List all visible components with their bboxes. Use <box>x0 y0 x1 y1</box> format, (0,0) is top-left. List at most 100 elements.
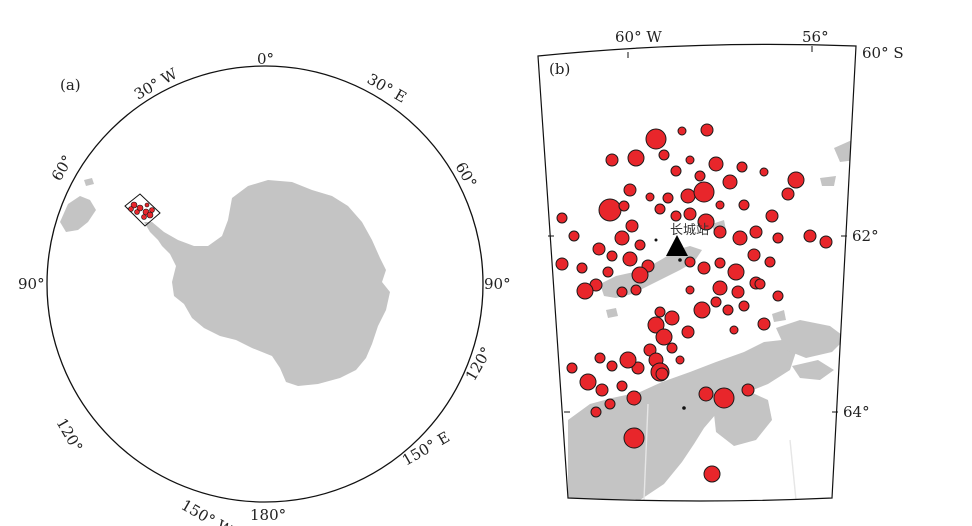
earthquake-marker <box>579 373 597 391</box>
lat-label-64: 64° <box>843 403 870 421</box>
study-area-quakes <box>128 201 155 220</box>
earthquake-marker <box>618 200 630 212</box>
earthquake-marker <box>645 128 667 150</box>
earthquake-marker <box>627 149 645 167</box>
earthquake-marker <box>772 290 784 302</box>
earthquake-marker <box>764 256 776 268</box>
antarctica-landmass <box>144 180 390 386</box>
panel-a-label: (a) <box>60 76 81 94</box>
mini-earthquake-marker <box>130 201 138 209</box>
mini-earthquake-marker <box>128 206 134 212</box>
earthquake-marker <box>595 383 609 397</box>
earthquake-marker <box>731 285 745 299</box>
earthquake-marker <box>713 387 735 409</box>
lat-label-62: 62° <box>852 227 879 245</box>
lon-label-0: 0° <box>257 50 274 68</box>
lon-label-90e: 90° <box>484 275 511 293</box>
earthquake-marker <box>576 282 594 300</box>
earthquake-marker <box>693 301 711 319</box>
earthquake-marker <box>714 257 726 269</box>
earthquake-marker <box>654 306 666 318</box>
top-lon-label-60w: 60° W <box>615 28 662 46</box>
earthquake-marker <box>664 310 680 326</box>
island-small-3 <box>772 310 786 322</box>
earthquake-marker <box>626 390 642 406</box>
earthquake-marker <box>616 380 628 392</box>
earthquake-marker <box>677 126 687 136</box>
earthquake-marker <box>713 225 727 239</box>
earthquake-marker <box>623 427 645 449</box>
earthquake-marker <box>681 325 695 339</box>
mini-earthquake-marker <box>144 202 150 208</box>
earthquake-marker <box>670 210 682 222</box>
panel-a: (a) 0° 30° W 30° E 60° 60° 90° 90° 120° … <box>18 50 511 526</box>
earthquake-marker <box>622 251 638 267</box>
earthquake-marker <box>630 284 642 296</box>
earthquake-marker <box>727 263 745 281</box>
earthquake-marker <box>685 285 695 295</box>
island-small-1 <box>606 308 618 318</box>
earthquake-marker <box>594 352 606 364</box>
earthquake-marker <box>697 213 715 231</box>
earthquake-marker <box>680 188 696 204</box>
earthquake-marker <box>614 230 630 246</box>
earthquake-marker <box>666 342 678 354</box>
earthquake-marker <box>685 155 695 165</box>
earthquake-marker <box>605 153 619 167</box>
earthquake-marker <box>634 239 646 251</box>
earthquake-marker <box>619 351 637 369</box>
meridian-line-1 <box>643 403 649 501</box>
earthquake-marker <box>781 187 795 201</box>
small-dot-1 <box>654 238 658 242</box>
earthquake-marker <box>616 286 628 298</box>
earthquake-marker <box>736 161 748 173</box>
earthquake-marker <box>602 266 614 278</box>
earthquake-marker <box>710 296 722 308</box>
earthquake-marker <box>556 212 568 224</box>
earthquake-marker <box>738 300 750 312</box>
earthquake-marker <box>772 232 784 244</box>
earthquake-marker <box>803 229 817 243</box>
earthquake-marker <box>655 367 669 381</box>
earthquake-marker <box>606 360 618 372</box>
island-east-2 <box>792 360 834 380</box>
earthquake-marker <box>631 266 649 284</box>
earthquake-marker <box>722 174 738 190</box>
earthquake-marker <box>606 250 618 262</box>
earthquake-marker <box>722 304 734 316</box>
mini-earthquake-marker <box>149 207 155 213</box>
earthquake-marker <box>631 361 645 375</box>
joinville-islands <box>776 320 846 358</box>
earthquake-marker <box>787 171 805 189</box>
earthquake-marker <box>683 207 697 221</box>
south-america-tip <box>60 196 96 232</box>
earthquake-marker <box>708 156 724 172</box>
great-wall-station-marker <box>666 235 688 256</box>
small-dot-2 <box>682 406 686 410</box>
earthquake-markers <box>555 123 833 483</box>
earthquake-marker <box>694 170 706 182</box>
earthquake-marker <box>741 383 755 397</box>
earthquake-marker <box>697 261 711 275</box>
earthquake-marker <box>738 199 750 211</box>
earthquake-marker <box>747 248 761 262</box>
earthquake-marker <box>647 316 665 334</box>
earthquake-marker <box>655 328 673 346</box>
earthquake-marker <box>698 386 714 402</box>
earthquake-marker <box>757 317 771 331</box>
lat-label-60s: 60° S <box>862 44 904 62</box>
earthquake-marker <box>590 406 602 418</box>
earthquake-marker <box>576 262 588 274</box>
mini-earthquake-marker <box>146 211 154 219</box>
panel-b: 长城站 (b) 60° W 56° 60° S 62° 64° <box>537 28 904 502</box>
earthquake-marker <box>765 209 779 223</box>
lon-label-60w: 60° <box>48 152 77 184</box>
earthquake-marker <box>670 165 682 177</box>
lon-label-120w: 120° <box>53 415 87 455</box>
mini-earthquake-marker <box>134 209 140 215</box>
earthquake-marker <box>703 465 721 483</box>
earthquake-marker <box>684 256 696 268</box>
earthquake-marker <box>715 200 725 210</box>
earthquake-marker <box>568 230 580 242</box>
